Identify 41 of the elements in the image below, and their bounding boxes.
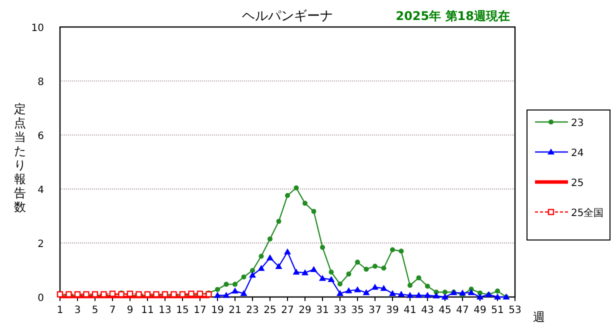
x-tick-label: 37 [368, 305, 382, 316]
x-tick-label: 39 [386, 305, 399, 316]
x-tick-label: 41 [404, 305, 416, 316]
x-tick-label: 49 [474, 305, 486, 316]
x-tick-label: 45 [438, 305, 452, 316]
x-tick-label: 47 [456, 305, 469, 316]
x-tick-label: 19 [211, 305, 224, 316]
x-tick-label: 11 [141, 305, 154, 316]
x-tick-label: 5 [92, 305, 98, 316]
x-tick-label: 25 [264, 305, 276, 316]
chart-title: ヘルパンギーナ [242, 9, 333, 24]
x-tick-label: 3 [74, 305, 81, 316]
y-tick-label: 0 [38, 293, 44, 304]
x-tick-label: 51 [491, 305, 504, 316]
x-tick-label: 35 [351, 305, 364, 316]
x-tick-label: 53 [508, 305, 522, 316]
x-tick-label: 21 [228, 305, 242, 316]
y-tick-label: 10 [31, 23, 44, 34]
legend-label: 24 [571, 148, 584, 159]
x-tick-label: 13 [158, 305, 172, 316]
x-tick-label: 43 [421, 305, 434, 316]
x-tick-label: 1 [56, 305, 64, 316]
text: 2025年 第18週現在 [396, 9, 510, 23]
x-tick-label: 33 [334, 305, 346, 316]
y-tick-label: 8 [38, 77, 44, 88]
y-tick-label: 2 [38, 239, 44, 250]
y-axis-title: 定点当たり報告数 [14, 102, 26, 214]
y-tick-label: 4 [38, 185, 44, 196]
x-tick-label: 23 [246, 305, 259, 316]
x-tick-label: 7 [109, 305, 116, 316]
legend-label: 23 [571, 118, 584, 129]
x-axis-title: 週 [533, 310, 545, 324]
legend-label: 25全国 [571, 207, 604, 219]
x-tick-label: 31 [316, 305, 329, 316]
x-tick-label: 29 [298, 305, 312, 316]
x-tick-label: 9 [126, 305, 134, 316]
x-tick-label: 17 [194, 305, 206, 316]
x-tick-label: 15 [176, 305, 189, 316]
y-tick-label: 6 [38, 131, 44, 142]
x-tick-label: 27 [281, 305, 294, 316]
legend-label: 25 [571, 178, 584, 189]
